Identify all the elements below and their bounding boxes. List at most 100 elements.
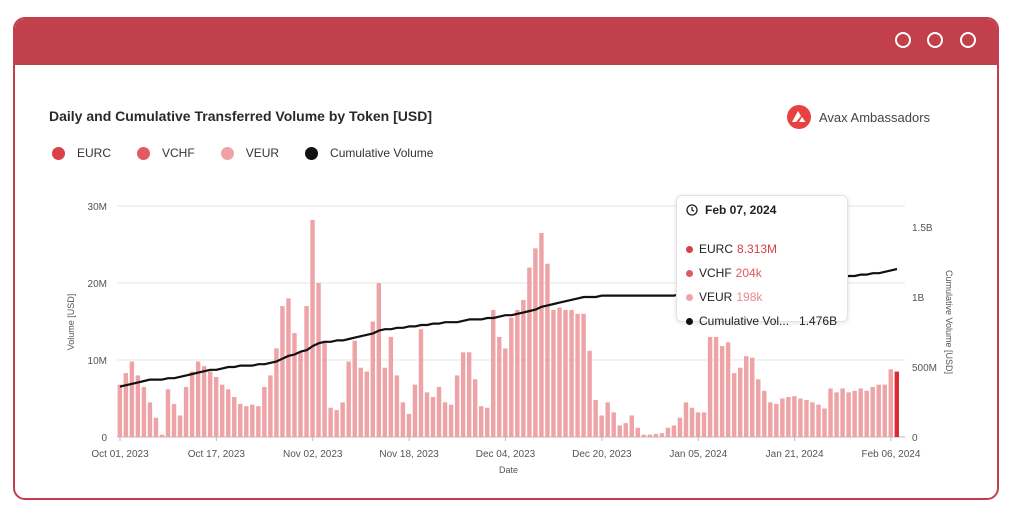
bar (268, 375, 273, 437)
x-tick-label: Oct 01, 2023 (91, 449, 149, 460)
bar (864, 390, 869, 437)
bar (226, 389, 231, 437)
tooltip-row-eurc: EURC 8.313M (686, 242, 777, 256)
bar (527, 267, 532, 437)
bar (828, 388, 833, 437)
bar (424, 392, 430, 437)
bar (207, 371, 213, 437)
window-control-circle-icon[interactable] (895, 32, 911, 48)
bar (153, 417, 159, 437)
legend-item-veur[interactable]: VEUR (220, 146, 279, 160)
y2-tick-label: 1B (912, 293, 925, 304)
bar (635, 427, 640, 437)
bar (376, 283, 382, 437)
legend-swatch-vchf (137, 146, 151, 160)
y2-tick-label: 500M (912, 363, 937, 374)
bar (798, 398, 803, 437)
bar (605, 402, 610, 437)
window-control-circle-icon[interactable] (960, 32, 976, 48)
bar (460, 352, 466, 437)
window-control-circle-icon[interactable] (927, 32, 943, 48)
bar (623, 423, 628, 437)
bar (563, 309, 568, 437)
bar (274, 348, 279, 437)
bar (695, 412, 701, 437)
bar (334, 410, 339, 437)
tooltip-dot (686, 293, 693, 301)
bar (370, 321, 375, 437)
bar (569, 309, 574, 437)
bar (165, 389, 171, 437)
bar (665, 427, 671, 437)
bar (870, 386, 875, 437)
tooltip-date: Feb 07, 2024 (705, 203, 777, 217)
x-tick-label: Dec 04, 2023 (476, 449, 536, 460)
tooltip-date-row: Feb 07, 2024 (686, 203, 776, 217)
bar (737, 367, 743, 437)
bar (876, 384, 881, 437)
bar (394, 375, 400, 437)
bar (858, 388, 863, 437)
bar (629, 415, 634, 437)
tooltip-label: EURC (699, 242, 734, 256)
bar (509, 317, 514, 437)
bar (659, 433, 665, 437)
bar (262, 386, 267, 437)
y2-tick-label: 0 (912, 433, 918, 444)
bar (816, 404, 821, 437)
x-tick-label: Nov 02, 2023 (283, 449, 343, 460)
tooltip-row-cumulative: Cumulative Vol... 1.476B (686, 314, 837, 328)
bar (647, 434, 653, 437)
bar (141, 386, 147, 437)
tooltip-value: 1.476B (799, 314, 838, 328)
bar (406, 413, 412, 437)
chart-title: Daily and Cumulative Transferred Volume … (49, 108, 433, 124)
bar (599, 415, 604, 437)
x-tick-label: Jan 05, 2024 (669, 449, 727, 460)
bar (195, 361, 201, 437)
bar (328, 407, 333, 437)
bar (454, 375, 460, 437)
legend-item-cumulative[interactable]: Cumulative Volume (305, 146, 433, 160)
y-tick-label: 0 (101, 433, 107, 444)
bar (725, 342, 731, 437)
bar (587, 350, 592, 437)
bar (304, 306, 309, 437)
legend-item-vchf[interactable]: VCHF (137, 146, 195, 160)
x-tick-label: Jan 21, 2024 (766, 449, 824, 460)
bar (189, 371, 195, 437)
chart-legend: EURC VCHF VEUR Cumulative Volume (52, 146, 459, 160)
bar (756, 379, 761, 437)
brand-name: Avax Ambassadors (819, 109, 931, 125)
bar (774, 403, 779, 437)
bar (286, 298, 291, 437)
bar (352, 340, 357, 437)
bar (611, 412, 616, 437)
tooltip-value: 198k (736, 290, 763, 304)
x-axis-title: Date (499, 465, 518, 475)
bar (238, 403, 243, 437)
bar (466, 352, 472, 437)
y-tick-label: 10M (88, 356, 107, 367)
bar (219, 384, 225, 437)
bar (689, 407, 695, 437)
tooltip-dot (686, 269, 693, 277)
bar (478, 406, 484, 437)
y2-tick-label: 1.5B (912, 223, 933, 234)
bar (533, 248, 538, 437)
y-tick-label: 20M (88, 279, 107, 290)
bar (442, 402, 448, 437)
brand: Avax Ambassadors (787, 104, 930, 130)
bar (539, 232, 544, 437)
bar (593, 400, 598, 437)
bar (503, 348, 508, 437)
bar (129, 361, 135, 437)
legend-label: EURC (77, 146, 112, 160)
legend-item-eurc[interactable]: EURC (52, 146, 111, 160)
x-tick-label: Dec 20, 2023 (572, 449, 632, 460)
bar (671, 425, 677, 437)
bar (707, 336, 713, 437)
bar (792, 396, 797, 437)
bar (497, 336, 502, 437)
bar (653, 433, 659, 437)
